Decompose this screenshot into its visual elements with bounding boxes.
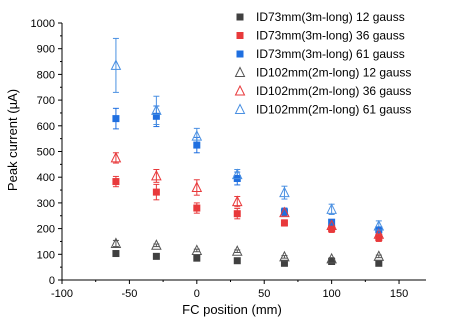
y-tick-label: 200 bbox=[37, 224, 55, 236]
data-point-square bbox=[280, 208, 288, 216]
data-point-triangle bbox=[151, 169, 162, 181]
x-tick-label: 50 bbox=[258, 288, 270, 300]
x-axis-title: FC position (mm) bbox=[182, 302, 282, 317]
legend-marker-square bbox=[236, 50, 244, 58]
legend-label: ID73mm(3m-long) 61 gauss bbox=[256, 47, 405, 61]
data-point-triangle bbox=[326, 252, 337, 264]
data-point-square bbox=[233, 257, 241, 265]
data-point-square bbox=[112, 178, 120, 186]
legend: ID73mm(3m-long) 12 gauss ID73mm(3m-long) … bbox=[234, 10, 411, 117]
data-point-triangle bbox=[326, 203, 337, 214]
data-point-square bbox=[328, 257, 336, 265]
data-point-square bbox=[152, 188, 160, 196]
data-point-square bbox=[328, 225, 336, 233]
data-point-triangle bbox=[231, 245, 243, 256]
data-point-triangle bbox=[373, 250, 385, 261]
y-tick-label: 300 bbox=[37, 198, 55, 210]
y-tick-label: 900 bbox=[37, 44, 55, 56]
data-point-triangle bbox=[191, 129, 203, 141]
data-point-triangle bbox=[279, 250, 290, 262]
y-tick-label: 700 bbox=[37, 95, 55, 107]
data-point-square bbox=[280, 259, 288, 267]
data-point-triangle bbox=[231, 195, 243, 207]
data-point-square bbox=[280, 219, 288, 227]
data-point-square bbox=[233, 210, 241, 218]
data-point-triangle bbox=[151, 239, 162, 250]
x-tick-label: -100 bbox=[51, 288, 73, 300]
x-tick-label: 100 bbox=[322, 288, 340, 300]
legend-label: ID102mm(2m-long) 12 gauss bbox=[256, 66, 411, 80]
legend-marker-square bbox=[236, 13, 244, 21]
x-tick-label: 150 bbox=[390, 288, 408, 300]
data-point-triangle bbox=[373, 228, 385, 239]
data-point-triangle bbox=[231, 168, 243, 180]
data-point-triangle bbox=[373, 219, 385, 231]
data-point-square bbox=[193, 141, 201, 149]
y-tick-label: 1000 bbox=[31, 18, 55, 30]
data-point-triangle bbox=[279, 206, 290, 218]
y-tick-label: 600 bbox=[37, 121, 55, 133]
data-point-square bbox=[328, 218, 336, 226]
data-point-square bbox=[193, 254, 201, 262]
data-point-triangle bbox=[110, 151, 122, 163]
legend-label: ID102mm(2m-long) 61 gauss bbox=[256, 103, 411, 117]
data-point-triangle bbox=[110, 237, 122, 249]
legend-marker-square bbox=[236, 32, 244, 39]
data-point-triangle bbox=[279, 186, 290, 198]
legend-label: ID73mm(3m-long) 12 gauss bbox=[256, 10, 405, 24]
y-axis-title: Peak current (µA) bbox=[5, 89, 20, 191]
legend-label: ID73mm(3m-long) 36 gauss bbox=[256, 29, 405, 43]
y-tick-label: 0 bbox=[49, 275, 55, 287]
x-axis-ticks: -100 -50 0 50 100 150 bbox=[51, 280, 408, 300]
data-point-square bbox=[152, 112, 160, 120]
legend-label: ID102mm(2m-long) 36 gauss bbox=[256, 84, 411, 98]
data-point-square bbox=[375, 259, 383, 267]
data-point-triangle bbox=[191, 244, 203, 255]
legend-marker-triangle bbox=[234, 84, 246, 96]
data-point-triangle bbox=[326, 219, 337, 231]
data-point-square bbox=[193, 204, 201, 212]
x-tick-label: -50 bbox=[121, 288, 137, 300]
data-point-square bbox=[112, 115, 120, 123]
y-tick-label: 100 bbox=[37, 249, 55, 261]
data-point-triangle bbox=[151, 104, 162, 115]
data-point-square bbox=[375, 234, 383, 242]
legend-marker-triangle bbox=[234, 66, 246, 77]
data-point-square bbox=[112, 250, 120, 258]
data-point-triangle bbox=[110, 59, 122, 70]
data-point-triangle bbox=[191, 181, 203, 192]
y-axis-ticks: 0 100 200 300 400 500 600 700 800 900 1000 bbox=[31, 18, 62, 287]
legend-marker-triangle bbox=[234, 103, 246, 114]
data-points bbox=[110, 59, 385, 267]
data-point-square bbox=[152, 252, 160, 260]
y-tick-label: 500 bbox=[37, 147, 55, 159]
y-tick-label: 800 bbox=[37, 69, 55, 81]
y-tick-label: 400 bbox=[37, 172, 55, 184]
x-tick-label: 0 bbox=[194, 288, 200, 300]
